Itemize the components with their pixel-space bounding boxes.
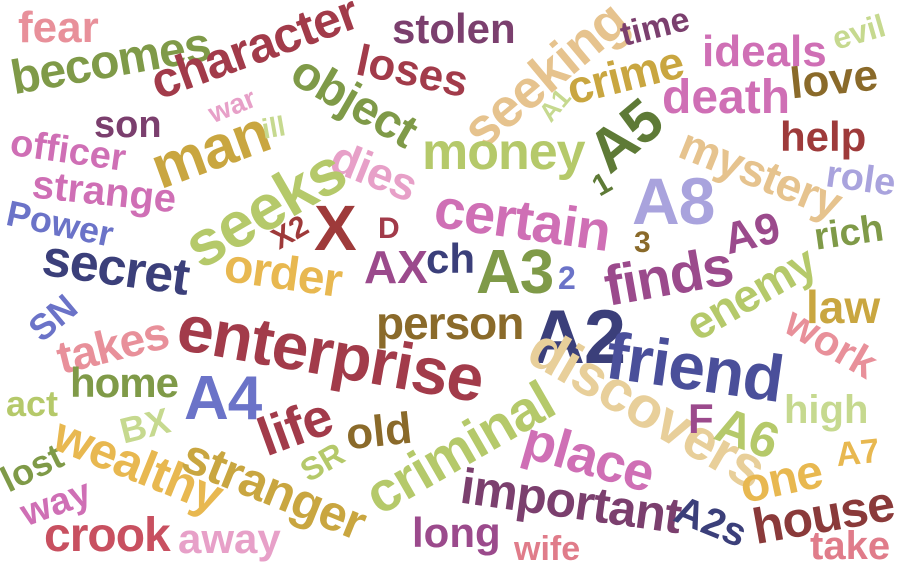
word-help: help bbox=[780, 113, 867, 160]
word-role: role bbox=[823, 153, 899, 205]
word-high: high bbox=[784, 388, 869, 432]
word-A2: A2 bbox=[530, 295, 626, 380]
word-act: act bbox=[6, 383, 59, 424]
word-evil: evil bbox=[828, 7, 890, 57]
word-love: love bbox=[787, 50, 881, 109]
word-wife: wife bbox=[514, 530, 581, 568]
word-rich: rich bbox=[811, 207, 887, 259]
word-A3: A3 bbox=[476, 238, 554, 307]
word-F: F bbox=[688, 395, 714, 442]
word-person: person bbox=[376, 297, 524, 349]
word-ill: ill bbox=[259, 110, 288, 145]
word-law: law bbox=[806, 281, 881, 333]
word-away: away bbox=[178, 515, 281, 562]
word-ideals: ideals bbox=[702, 27, 827, 76]
word-ch: ch bbox=[426, 235, 476, 282]
word-A8: A8 bbox=[632, 164, 715, 238]
word-D: D bbox=[378, 212, 400, 245]
word-n2: 2 bbox=[558, 260, 576, 296]
word-A4: A4 bbox=[184, 364, 262, 433]
word-X: X bbox=[314, 192, 357, 264]
word-death: death bbox=[662, 71, 791, 124]
word-son: son bbox=[94, 104, 162, 146]
word-long: long bbox=[412, 509, 501, 556]
word-money: money bbox=[422, 123, 586, 181]
word-stolen: stolen bbox=[392, 5, 516, 52]
word-A7: A7 bbox=[834, 431, 882, 475]
word-n3: 3 bbox=[634, 226, 651, 259]
word-crook: crook bbox=[44, 509, 171, 562]
word-fear: fear bbox=[18, 3, 99, 52]
word-AX: AX bbox=[364, 241, 428, 293]
word-take: take bbox=[810, 524, 891, 568]
word-home: home bbox=[70, 359, 179, 406]
